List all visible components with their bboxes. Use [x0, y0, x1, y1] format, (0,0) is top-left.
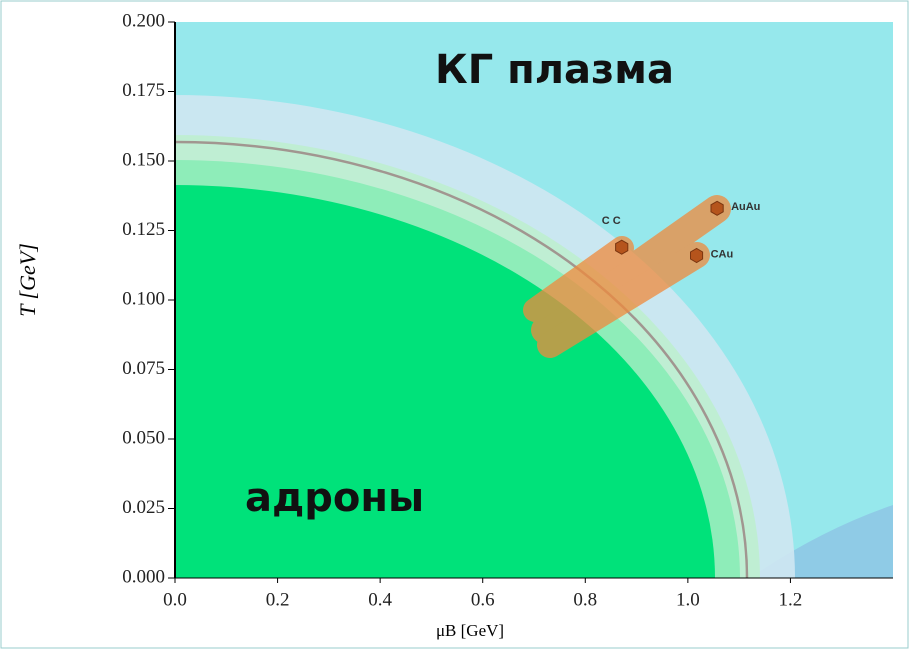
x-tick-label: 0.2	[266, 589, 290, 610]
y-tick-label: 0.000	[122, 566, 165, 587]
data-point	[690, 247, 704, 264]
point-label: AuAu	[731, 201, 760, 213]
y-tick-label: 0.200	[122, 10, 165, 31]
annotation: адроны	[245, 475, 424, 521]
y-axis-label: T [GeV]	[15, 243, 40, 317]
x-axis-label: μB [GeV]	[436, 621, 504, 640]
trajectories	[523, 195, 731, 358]
data-point	[615, 239, 629, 255]
x-tick-label: 0.4	[368, 589, 392, 610]
x-tick-label: 0.0	[163, 589, 187, 610]
x-tick-label: 1.0	[676, 589, 700, 610]
point-label: C C	[602, 215, 621, 227]
hadron-region	[175, 185, 715, 578]
x-tick-label: 0.8	[573, 589, 597, 610]
x-tick-label: 1.2	[779, 589, 803, 610]
y-tick-label: 0.125	[122, 219, 165, 240]
point-label: CAu	[711, 248, 734, 260]
y-tick-label: 0.025	[122, 497, 165, 518]
annotation: КГ плазма	[435, 47, 674, 93]
y-tick-label: 0.100	[122, 288, 165, 309]
y-tick-label: 0.050	[122, 427, 165, 448]
y-tick-label: 0.075	[122, 358, 165, 379]
y-tick-label: 0.175	[122, 80, 165, 101]
x-tick-label: 0.6	[471, 589, 495, 610]
data-point	[710, 200, 724, 216]
y-tick-label: 0.150	[122, 149, 165, 170]
